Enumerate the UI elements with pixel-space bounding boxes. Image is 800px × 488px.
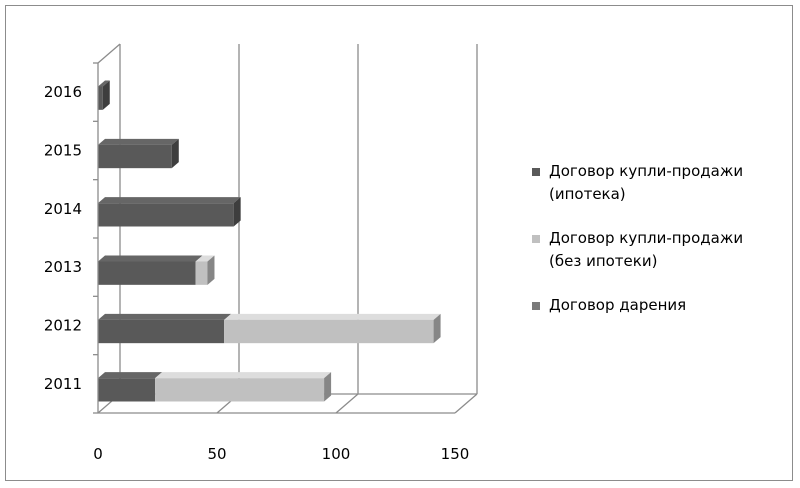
legend-item-mortgage: Договор купли-продажи (ипотека) [532, 160, 794, 206]
bar-2012-s1 [224, 319, 434, 344]
legend: Договор купли-продажи (ипотека) Договор … [532, 160, 794, 338]
legend-label-no-mortgage-line2: (без ипотеки) [549, 252, 658, 270]
x-tick-label: 100 [322, 445, 351, 463]
bar-side-2015 [171, 138, 179, 169]
bar-top-2013-s0 [98, 255, 203, 262]
legend-item-gift: Договор дарения [532, 294, 794, 317]
legend-label-no-mortgage-line1: Договор купли-продажи [549, 229, 744, 247]
bar-2014-s0 [98, 203, 234, 227]
bar-top-2014-s0 [98, 197, 241, 204]
bar-top-2016-s0 [98, 80, 110, 87]
side-wall-top [97, 43, 121, 64]
x-tick-label: 150 [441, 445, 470, 463]
y-tick-label: 2015 [44, 142, 82, 160]
legend-swatch-no-mortgage [532, 235, 540, 243]
bar-2011-s1 [155, 378, 325, 402]
legend-swatch-mortgage [532, 168, 540, 176]
legend-label-mortgage-line2: (ипотека) [549, 185, 626, 203]
bar-top-2015-s0 [98, 138, 179, 145]
floor-line-150 [454, 393, 478, 414]
bar-top-2012-s1 [224, 313, 441, 320]
legend-label-mortgage-line1: Договор купли-продажи [549, 162, 744, 180]
bar-top-2012-s0 [98, 313, 232, 320]
bar-side-2014 [233, 197, 241, 227]
legend-label-gift: Договор дарения [549, 296, 687, 314]
bar-top-2011-s0 [98, 372, 163, 379]
x-tick-label: 0 [93, 445, 103, 463]
bar-2016-s0 [98, 86, 103, 110]
bar-2013-s0 [98, 261, 196, 285]
legend-item-no-mortgage: Договор купли-продажи (без ипотеки) [532, 227, 794, 273]
y-tick-label: 2014 [44, 200, 82, 218]
floor-line-100 [335, 393, 359, 414]
x-tick-label: 50 [207, 445, 226, 463]
bar-top-2011-s1 [155, 372, 332, 379]
bar-2015-s0 [98, 144, 172, 169]
y-tick-label: 2012 [44, 317, 82, 335]
bar-side-2012 [433, 313, 441, 344]
bar-side-2013 [207, 255, 215, 285]
chart-frame [5, 5, 793, 481]
legend-swatch-gift [532, 302, 540, 310]
bar-side-2011 [324, 372, 332, 402]
y-tick-label: 2011 [44, 375, 82, 393]
bar-2013-s1 [195, 261, 208, 285]
bar-2011-s0 [98, 378, 156, 402]
bar-top-2013-s1 [195, 255, 215, 262]
y-tick-label: 2013 [44, 258, 82, 276]
y-tick-label: 2016 [44, 83, 82, 101]
bar-2012-s0 [98, 319, 225, 344]
bar-side-2016 [102, 80, 110, 110]
